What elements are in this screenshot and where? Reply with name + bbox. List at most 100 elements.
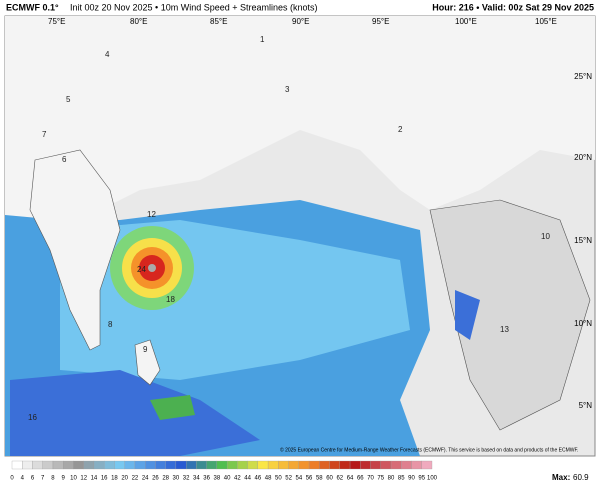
longitude-label: 90°E	[292, 17, 309, 26]
colorbar-label: 6	[31, 476, 35, 482]
colorbar-segment	[216, 460, 228, 470]
copyright: © 2025 European Centre for Medium-Range …	[280, 446, 578, 453]
streamline-label: 13	[500, 325, 509, 334]
streamline-label: 18	[166, 295, 175, 304]
colorbar-label: 95	[418, 476, 425, 482]
colorbar-segment	[124, 460, 136, 470]
wind-patch	[150, 395, 195, 420]
colorbar-segment	[134, 460, 146, 470]
colorbar-segment	[32, 460, 43, 470]
colorbar-label: 100	[427, 476, 438, 482]
colorbar-segment	[104, 460, 115, 470]
colorbar-label: 0	[10, 476, 14, 482]
streamline-label: 2	[398, 125, 403, 134]
longitude-label: 105°E	[535, 17, 557, 26]
longitude-label: 85°E	[210, 17, 227, 26]
map: 75°E 80°E 85°E 90°E 95°E 100°E 105°E 25°…	[4, 15, 596, 457]
longitude-label: 80°E	[130, 17, 147, 26]
colorbar-label: 90	[408, 476, 415, 482]
latitude-label: 10°N	[574, 319, 592, 328]
model-name: ECMWF 0.1°	[6, 2, 59, 12]
valid-time: Hour: 216 • Valid: 00z Sat 29 Nov 2025	[432, 2, 594, 12]
colorbar-segment	[390, 460, 402, 470]
colorbar-label: 18	[111, 476, 118, 482]
colorbar-label: 32	[183, 476, 190, 482]
colorbar-segment	[421, 460, 433, 470]
colorbar-label: 50	[275, 476, 282, 482]
colorbar-label: 40	[224, 476, 231, 482]
max-value: 60.9	[573, 473, 589, 482]
colorbar-segment	[42, 460, 54, 470]
colorbar-label: 75	[377, 476, 384, 482]
colorbar-label: 30	[173, 476, 180, 482]
colorbar-label: 70	[367, 476, 374, 482]
streamline-label: 10	[541, 232, 550, 241]
colorbar-segment	[298, 460, 310, 470]
colorbar-segment	[339, 460, 351, 470]
gulf-wind	[455, 290, 480, 340]
land-north	[5, 16, 595, 220]
max-label: Max:	[552, 473, 570, 482]
latitude-label: 15°N	[574, 236, 592, 245]
colorbar-label: 85	[398, 476, 405, 482]
colorbar-label: 38	[214, 476, 221, 482]
colorbar-segment	[329, 460, 340, 470]
longitude-label: 100°E	[455, 17, 477, 26]
streamline-label: 9	[143, 345, 148, 354]
colorbar-label: 28	[162, 476, 169, 482]
colorbar-label: 64	[347, 476, 354, 482]
colorbar-label: 4	[21, 476, 25, 482]
colorbar-label: 36	[203, 476, 210, 482]
colorbar-segment	[267, 460, 279, 470]
colorbar-label: 14	[91, 476, 98, 482]
colorbar-segment	[226, 460, 238, 470]
colorbar-segment	[114, 460, 125, 470]
colorbar-segment	[11, 460, 23, 470]
colorbar-segment	[196, 460, 207, 470]
colorbar-label: 7	[41, 476, 45, 482]
streamline-label: 5	[66, 95, 71, 104]
cyclone	[110, 226, 194, 310]
ocean-wind-strong	[10, 370, 260, 456]
india-peninsula	[29, 149, 121, 351]
colorbar-segment	[247, 460, 259, 470]
colorbar-segment	[175, 460, 187, 470]
colorbar-label: 10	[70, 476, 77, 482]
colorbar-segment	[288, 460, 299, 470]
colorbar-label: 26	[152, 476, 159, 482]
colorbar-segment	[257, 460, 269, 470]
streamline-label: 7	[42, 130, 47, 139]
colorbar-segment	[185, 460, 197, 470]
colorbar-segment	[360, 460, 371, 470]
colorbar: 0 4 6 7 8 9 10 12 14 16 18 20 22 24 26 28 30 32 34 36 38 40 42…	[10, 460, 438, 482]
streamline-label: 24	[137, 265, 146, 274]
colorbar-segment	[22, 460, 33, 470]
streamline-label: 6	[62, 155, 67, 164]
colorbar-segment	[278, 460, 289, 470]
colorbar-label: 58	[316, 476, 323, 482]
colorbar-segment	[349, 460, 361, 470]
latitude-label: 25°N	[574, 72, 592, 81]
colorbar-segment	[206, 460, 218, 470]
colorbar-segment	[370, 460, 381, 470]
colorbar-label: 22	[132, 476, 139, 482]
colorbar-segment	[237, 460, 248, 470]
colorbar-label: 34	[193, 476, 200, 482]
colorbar-label: 46	[255, 476, 262, 482]
streamline-label: 8	[108, 320, 113, 329]
colorbar-label: 16	[101, 476, 108, 482]
colorbar-segment	[308, 460, 320, 470]
latitude-label: 20°N	[574, 153, 592, 162]
colorbar-segment	[165, 460, 177, 470]
colorbar-label: 8	[51, 476, 55, 482]
colorbar-segment	[380, 460, 392, 470]
colorbar-segment	[401, 460, 412, 470]
colorbar-label: 66	[357, 476, 364, 482]
colorbar-segment	[319, 460, 330, 470]
latitude-label: 5°N	[579, 401, 593, 410]
streamline-label: 16	[28, 413, 37, 422]
colorbar-segment	[73, 460, 84, 470]
colorbar-label: 9	[62, 476, 66, 482]
colorbar-segment	[93, 460, 105, 470]
